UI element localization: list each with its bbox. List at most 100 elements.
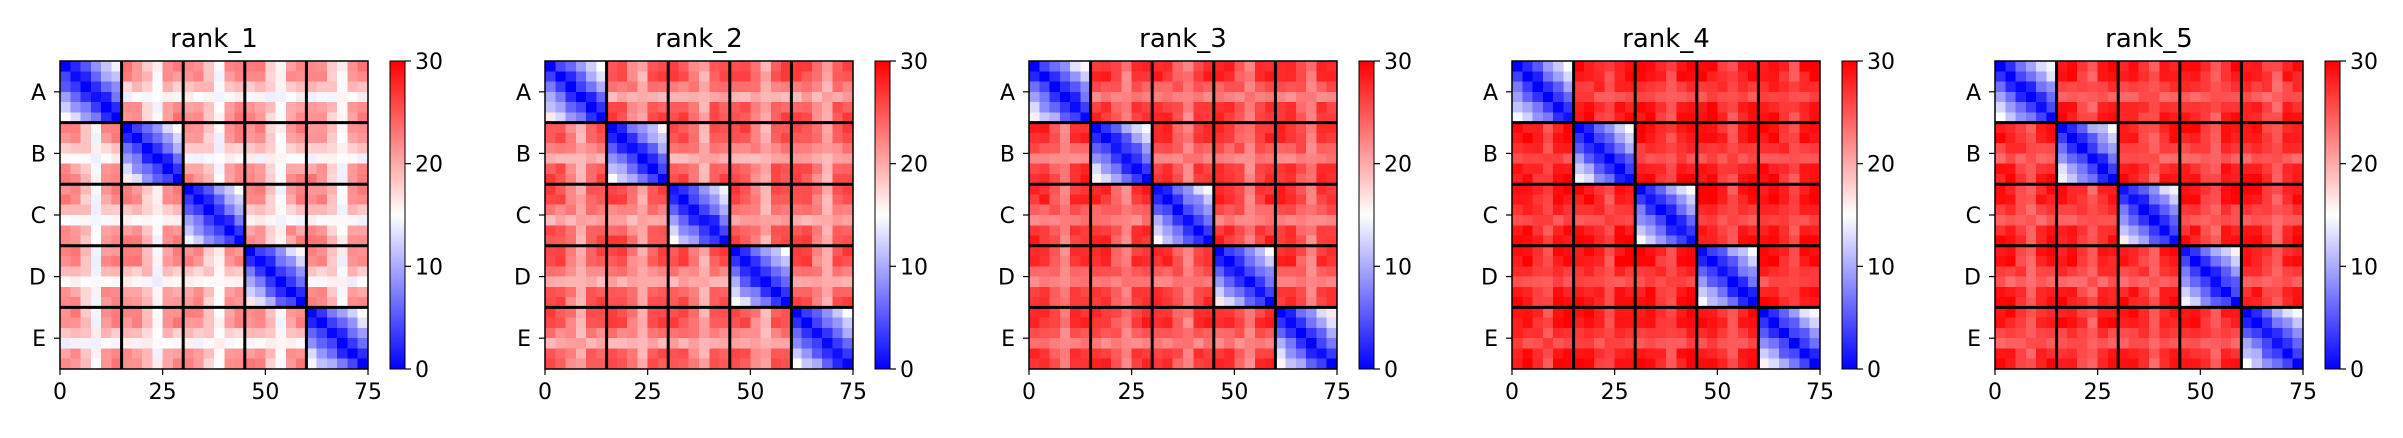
colorbar-tick-label: 30 xyxy=(900,50,928,75)
heatmap-cell xyxy=(1573,348,1585,360)
heatmap-cell xyxy=(2066,91,2078,103)
heatmap-cell xyxy=(1285,225,1297,236)
heatmap-cell xyxy=(2169,91,2181,103)
heatmap-cell xyxy=(2149,266,2160,277)
heatmap-cell xyxy=(1594,132,1605,144)
heatmap-cell xyxy=(1080,143,1091,154)
heatmap-cell xyxy=(627,102,638,113)
heatmap-cell xyxy=(1737,297,1749,308)
heatmap-cell xyxy=(1316,286,1328,298)
heatmap-cell xyxy=(1676,102,1687,113)
heatmap-cell xyxy=(101,256,112,267)
heatmap-cell xyxy=(60,143,71,154)
heatmap-cell xyxy=(2292,143,2304,154)
heatmap-cell xyxy=(121,143,133,154)
heatmap-cell xyxy=(1799,91,1811,103)
heatmap-cell xyxy=(1542,112,1554,123)
heatmap-cell xyxy=(1213,225,1225,236)
heatmap-cell xyxy=(688,61,700,72)
heatmap-cell xyxy=(1604,194,1616,206)
heatmap-cell xyxy=(1316,327,1328,339)
heatmap-cell xyxy=(60,286,71,298)
heatmap-cell xyxy=(2005,338,2016,349)
heatmap-cell xyxy=(1758,327,1770,339)
heatmap-cell xyxy=(1254,338,1266,349)
heatmap-cell xyxy=(203,245,215,257)
heatmap-cell xyxy=(637,307,649,319)
heatmap-cell xyxy=(1594,153,1605,165)
heatmap-cell xyxy=(2251,102,2263,113)
heatmap-cell xyxy=(2231,132,2242,144)
heatmap-cell xyxy=(596,153,607,165)
heatmap-cell xyxy=(811,286,823,298)
heatmap-cell xyxy=(1203,266,1215,277)
heatmap-cell xyxy=(285,153,297,165)
heatmap-cell xyxy=(647,194,659,206)
heatmap-cell xyxy=(357,215,369,226)
heatmap-cell xyxy=(244,184,256,195)
heatmap-cell xyxy=(1029,184,1040,195)
heatmap-cell xyxy=(1799,256,1811,267)
heatmap-cell xyxy=(1778,153,1790,165)
heatmap-cell xyxy=(1553,112,1564,123)
heatmap-cell xyxy=(296,297,307,308)
heatmap-cell xyxy=(2138,348,2150,360)
heatmap-cell xyxy=(668,112,679,123)
heatmap-cell xyxy=(357,307,369,319)
heatmap-cell xyxy=(1995,143,2006,154)
heatmap-cell xyxy=(1645,245,1657,257)
heatmap-cell xyxy=(750,235,761,247)
heatmap-cell xyxy=(70,112,81,123)
heatmap-cell xyxy=(811,163,823,175)
heatmap-cell xyxy=(606,348,618,360)
heatmap-cell xyxy=(60,307,71,319)
heatmap-cell xyxy=(1131,327,1143,339)
heatmap-cell xyxy=(111,81,122,93)
heatmap-cell xyxy=(1532,297,1544,308)
heatmap-cell xyxy=(678,215,690,226)
heatmap-cell xyxy=(1748,61,1759,72)
y-tick-label: E xyxy=(1484,327,1498,352)
heatmap-cell xyxy=(101,173,112,185)
heatmap-cell xyxy=(90,245,102,257)
heatmap-cell xyxy=(1059,317,1071,329)
heatmap-cell xyxy=(1542,235,1554,247)
heatmap-cell xyxy=(545,153,556,165)
heatmap-cell xyxy=(1224,276,1235,288)
heatmap-cell xyxy=(729,235,741,247)
heatmap-cell xyxy=(162,112,174,123)
heatmap-cell xyxy=(111,153,122,165)
heatmap-cell xyxy=(1306,163,1317,175)
heatmap-cell xyxy=(2128,102,2140,113)
heatmap-cell xyxy=(1152,153,1163,165)
heatmap-cell xyxy=(121,194,133,206)
heatmap-cell xyxy=(1686,307,1698,319)
heatmap-cell xyxy=(709,112,720,123)
heatmap-cell xyxy=(1624,184,1636,195)
heatmap-cell xyxy=(1707,307,1718,319)
heatmap-cell xyxy=(2200,235,2211,247)
heatmap-cell xyxy=(1183,358,1194,370)
heatmap-cell xyxy=(1183,297,1194,308)
heatmap-cell xyxy=(2251,276,2263,288)
heatmap-cell xyxy=(1532,276,1544,288)
heatmap-cell xyxy=(2200,327,2211,339)
heatmap-cell xyxy=(90,143,102,154)
heatmap-cell xyxy=(1635,327,1646,339)
heatmap-cell xyxy=(616,132,628,144)
heatmap-cell xyxy=(2169,204,2181,216)
heatmap-cell xyxy=(1655,317,1667,329)
heatmap-cell xyxy=(1306,173,1317,185)
heatmap-cell xyxy=(791,112,803,123)
heatmap-cell xyxy=(80,286,92,298)
heatmap-cell xyxy=(2128,173,2140,185)
heatmap-cell xyxy=(2107,194,2119,206)
heatmap-cell xyxy=(575,194,587,206)
heatmap-cell xyxy=(2066,204,2078,216)
heatmap-cell xyxy=(770,61,782,72)
heatmap-cell xyxy=(1748,194,1759,206)
heatmap-cell xyxy=(1768,112,1780,123)
heatmap-cell xyxy=(1614,297,1626,308)
heatmap-cell xyxy=(1522,256,1533,267)
